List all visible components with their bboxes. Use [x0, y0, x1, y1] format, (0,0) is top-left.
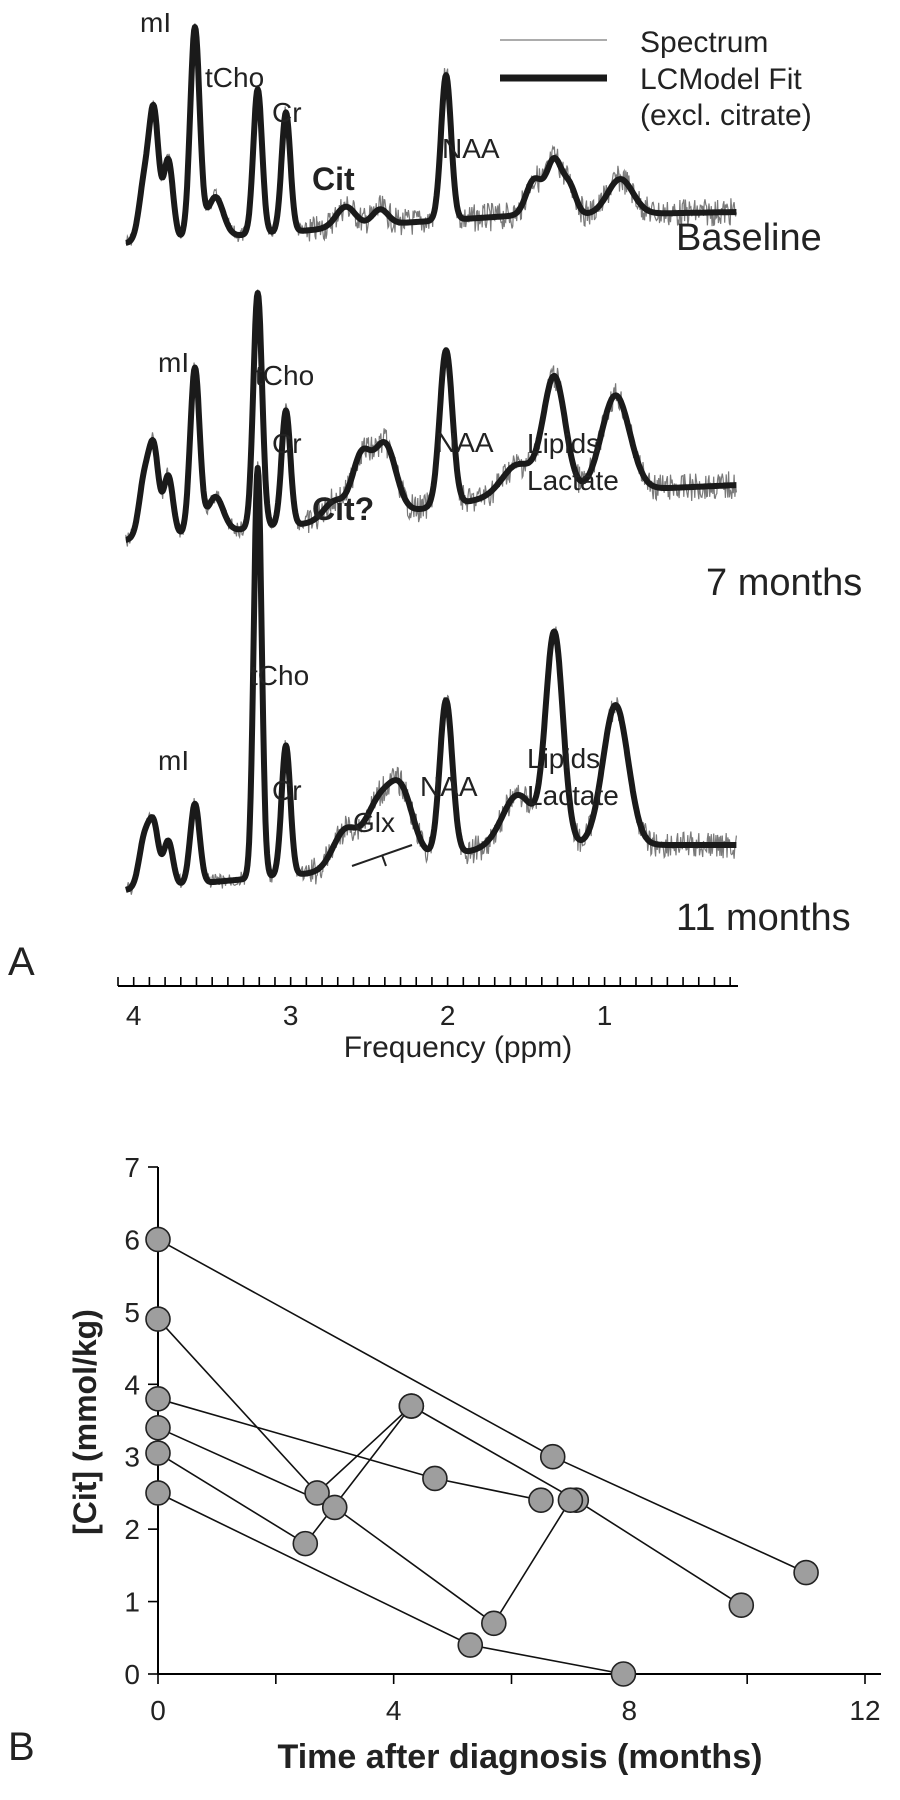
peak-label-lactate-11-months: Lactate: [527, 780, 619, 811]
peak-label-tcho-baseline: tCho: [205, 62, 264, 93]
panel-letter-a: A: [8, 940, 35, 984]
legend-spectrum-label: Spectrum: [640, 26, 768, 59]
data-point: [528, 1487, 554, 1513]
spectrum-11-months: [123, 461, 739, 895]
x-axis-title-a: Frequency (ppm): [344, 1031, 572, 1064]
x-tick-label-12: 12: [849, 1695, 880, 1726]
data-point: [610, 1661, 637, 1687]
legend-fit-note: (excl. citrate): [640, 99, 812, 132]
panel-a: Spectrum LCModel Fit (excl. citrate) mI …: [8, 7, 862, 1064]
y-tick-labels-b: 0 1 2 3 4 5 6 7: [124, 1152, 140, 1690]
y-tick-label-2: 2: [124, 1514, 140, 1545]
peak-label-glx-11-months: Glx: [353, 807, 395, 838]
11-months-labels: mI tCho Cr Glx NAA Lipids Lactate 11 mon…: [158, 660, 851, 939]
baseline-labels: mI tCho Cr Cit NAA Baseline: [140, 7, 822, 259]
legend-fit-label: LCModel Fit: [640, 63, 802, 96]
peak-label-cit-7-months: Cit?: [312, 491, 374, 527]
x-tick-label-1: 1: [597, 1000, 613, 1031]
spectrum-label-11-months: 11 months: [676, 897, 851, 939]
peak-label-lactate-7-months: Lactate: [527, 465, 619, 496]
x-tick-label-2: 2: [440, 1000, 456, 1031]
peak-label-tcho-11-months: tCho: [250, 660, 309, 691]
spectrum-label-baseline: Baseline: [676, 217, 822, 259]
data-point: [481, 1610, 507, 1637]
data-point: [321, 1494, 348, 1521]
panel-letter-b: B: [8, 1725, 35, 1769]
x-axis-tick-labels-a: 4 3 2 1: [126, 1000, 612, 1031]
y-tick-label-0: 0: [124, 1659, 140, 1690]
x-axis-title-b: Time after diagnosis (months): [278, 1738, 763, 1776]
x-tick-label-8: 8: [622, 1695, 638, 1726]
peak-label-naa-11-months: NAA: [420, 771, 478, 802]
series-line-5: [157, 1405, 412, 1545]
data-point: [145, 1414, 171, 1441]
peak-label-cr-7-months: Cr: [272, 428, 302, 459]
x-axis-a: 4 3 2 1 Frequency (ppm): [117, 977, 738, 1064]
series-line-6: [157, 1492, 624, 1675]
x-tick-label-3: 3: [283, 1000, 299, 1031]
spectrum-7-months-fit-line: [123, 290, 739, 543]
series-lines: [157, 1238, 807, 1675]
x-tick-label-4: 4: [126, 1000, 142, 1031]
y-tick-label-5: 5: [124, 1297, 140, 1328]
series-points: [145, 1226, 819, 1687]
x-tick-label-0: 0: [150, 1695, 166, 1726]
spectrum-7-months: [123, 289, 739, 547]
data-point: [728, 1592, 755, 1618]
x-axis-minor-ticks-a: [117, 977, 731, 986]
series-line-2: [157, 1318, 742, 1606]
peak-label-lipids-7-months: Lipids: [527, 428, 600, 459]
7-months-labels: mI tCho Cr Cit? NAA Lipids Lactate 7 mon…: [158, 347, 862, 604]
series-line-4: [157, 1426, 572, 1625]
scatter-plot-b: [145, 1226, 819, 1687]
data-point: [457, 1632, 484, 1658]
peak-label-tcho-7-months: tCho: [255, 360, 314, 391]
peak-label-lipids-11-months: Lipids: [527, 743, 600, 774]
y-tick-label-1: 1: [124, 1587, 140, 1618]
data-point: [793, 1559, 819, 1586]
data-point: [292, 1530, 319, 1557]
spectrum-label-7-months: 7 months: [706, 562, 862, 604]
data-point: [145, 1226, 171, 1253]
legend-a: Spectrum LCModel Fit (excl. citrate): [500, 26, 812, 132]
data-point: [145, 1385, 171, 1412]
y-tick-label-6: 6: [124, 1224, 140, 1255]
peak-label-naa-7-months: NAA: [436, 427, 494, 458]
y-axis-title-b: [Cit] (mmol/kg): [67, 1309, 103, 1535]
data-point: [145, 1480, 171, 1506]
data-point: [422, 1465, 448, 1492]
y-tick-label-4: 4: [124, 1369, 140, 1400]
spectrum-7-months-raw-line: [125, 289, 737, 547]
series-line-1: [157, 1238, 807, 1574]
peak-label-cr-11-months: Cr: [272, 775, 302, 806]
y-tick-label-3: 3: [124, 1442, 140, 1473]
peak-label-mi-baseline: mI: [140, 7, 171, 38]
data-point: [145, 1440, 171, 1466]
peak-label-naa-baseline: NAA: [442, 133, 500, 164]
glx-bracket: [351, 844, 413, 867]
peak-label-mi-11-months: mI: [158, 745, 189, 776]
peak-label-cit-baseline: Cit: [312, 161, 355, 197]
panel-b: 0 1 2 3 4 5 6 7 0 4 8 12 [Cit] (mmol/kg)…: [8, 1152, 881, 1776]
data-point: [557, 1487, 584, 1513]
data-point: [145, 1306, 171, 1332]
spectrum-baseline: [123, 23, 739, 246]
spectrum-11-months-fit-line: [123, 465, 739, 893]
x-tick-label-4: 4: [386, 1695, 402, 1726]
data-point: [304, 1480, 330, 1506]
x-tick-labels-b: 0 4 8 12: [150, 1695, 880, 1726]
spectrum-baseline-fit-line: [123, 24, 739, 246]
data-point: [398, 1393, 425, 1419]
y-tick-label-7: 7: [124, 1152, 140, 1183]
peak-label-mi-7-months: mI: [158, 347, 189, 378]
peak-label-cr-baseline: Cr: [272, 97, 302, 128]
data-point: [539, 1443, 566, 1470]
